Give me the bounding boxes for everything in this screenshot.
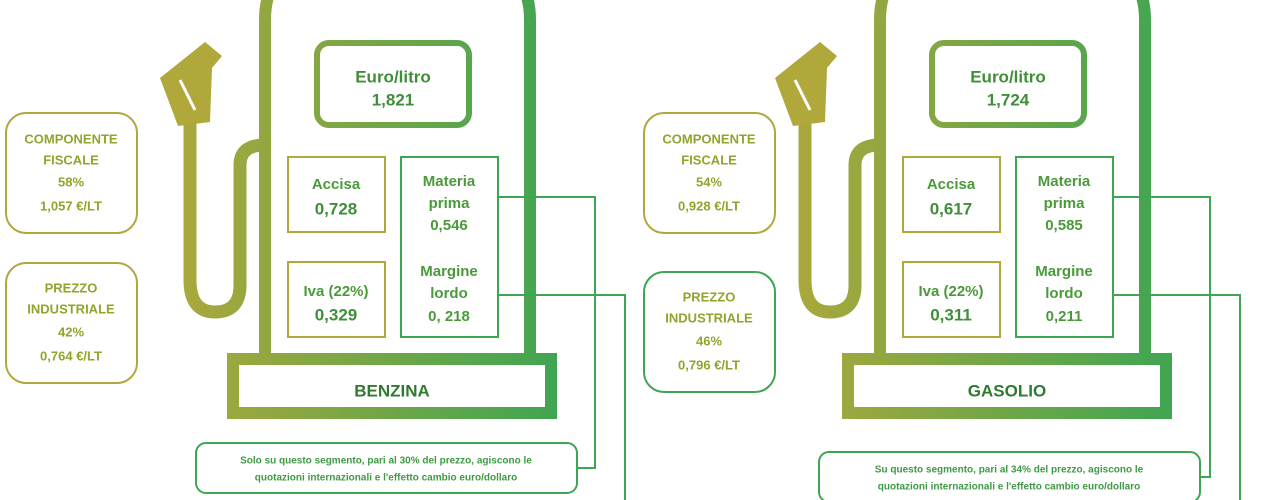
pump-base <box>227 353 557 419</box>
accisa-label: Accisa <box>312 176 361 193</box>
pump-base <box>842 353 1172 419</box>
nozzle-detail <box>178 79 197 111</box>
note-text: quotazioni internazionali e l'effetto ca… <box>878 482 1140 493</box>
iva-value: 0,311 <box>930 305 972 324</box>
industrial-label: INDUSTRIALE <box>665 310 753 325</box>
price-value: 1,821 <box>372 90 415 109</box>
note-text: Su questo segmento, pari al 34% del prez… <box>875 465 1144 476</box>
iva-box <box>287 261 386 338</box>
note-box <box>818 451 1201 500</box>
industrial-label: INDUSTRIALE <box>27 301 115 316</box>
margine-value: 0,211 <box>1046 308 1083 325</box>
materia-label: prima <box>1044 195 1086 212</box>
fiscal-label: COMPONENTE <box>24 131 118 146</box>
price-box <box>929 40 1087 128</box>
industrial-side-box <box>5 262 138 384</box>
price-label: Euro/litro <box>970 67 1046 86</box>
price-value: 1,724 <box>987 90 1030 109</box>
margine-value: 0, 218 <box>428 308 470 325</box>
margine-label: lordo <box>430 285 468 302</box>
industrial-label: PREZZO <box>683 289 736 304</box>
materia-label: Materia <box>423 173 476 190</box>
industrial-amount: 0,764 €/LT <box>40 348 102 363</box>
fiscal-label: FISCALE <box>681 152 737 167</box>
industrial-percent: 42% <box>58 324 84 339</box>
fiscal-box <box>643 112 776 234</box>
note-box <box>195 442 578 494</box>
connector <box>1113 196 1211 478</box>
fiscal-label: FISCALE <box>43 152 99 167</box>
industrial-percent: 46% <box>696 333 722 348</box>
accisa-box <box>287 156 386 233</box>
hose <box>798 110 881 319</box>
accisa-box <box>902 156 1001 233</box>
iva-box <box>902 261 1001 338</box>
nozzle-detail <box>793 79 812 111</box>
margine-label: lordo <box>1045 285 1083 302</box>
fiscal-percent: 54% <box>696 174 722 189</box>
iva-value: 0,329 <box>315 305 358 324</box>
fiscal-label: COMPONENTE <box>662 131 756 146</box>
margine-label: Margine <box>420 263 478 280</box>
industrial-box <box>1015 156 1114 338</box>
materia-value: 0,585 <box>1045 217 1083 234</box>
fiscal-percent: 58% <box>58 174 84 189</box>
connector <box>498 294 626 500</box>
accisa-value: 0,617 <box>930 199 973 218</box>
fuel-name: BENZINA <box>354 381 430 400</box>
iva-label: Iva (22%) <box>918 283 983 300</box>
nozzle <box>160 42 222 126</box>
price-label: Euro/litro <box>355 67 431 86</box>
industrial-label: PREZZO <box>45 280 98 295</box>
materia-label: Materia <box>1038 173 1091 190</box>
accisa-value: 0,728 <box>315 199 358 218</box>
pump-body <box>259 0 536 355</box>
materia-label: prima <box>429 195 471 212</box>
price-box <box>314 40 472 128</box>
accisa-label: Accisa <box>927 176 976 193</box>
connector <box>498 196 596 469</box>
fiscal-box <box>5 112 138 234</box>
connector <box>1113 294 1241 500</box>
margine-label: Margine <box>1035 263 1093 280</box>
hose <box>183 110 266 319</box>
fuel-name: GASOLIO <box>968 381 1046 400</box>
note-text: quotazioni internazionali e l'effetto ca… <box>255 473 517 484</box>
pump-body <box>874 0 1151 355</box>
fiscal-amount: 0,928 €/LT <box>678 198 740 213</box>
industrial-amount: 0,796 €/LT <box>678 357 740 372</box>
note-text: Solo su questo segmento, pari al 30% del… <box>240 456 532 467</box>
nozzle <box>775 42 837 126</box>
materia-value: 0,546 <box>430 217 468 234</box>
iva-label: Iva (22%) <box>303 283 368 300</box>
fiscal-amount: 1,057 €/LT <box>40 198 102 213</box>
industrial-box <box>400 156 499 338</box>
industrial-side-box <box>643 271 776 393</box>
